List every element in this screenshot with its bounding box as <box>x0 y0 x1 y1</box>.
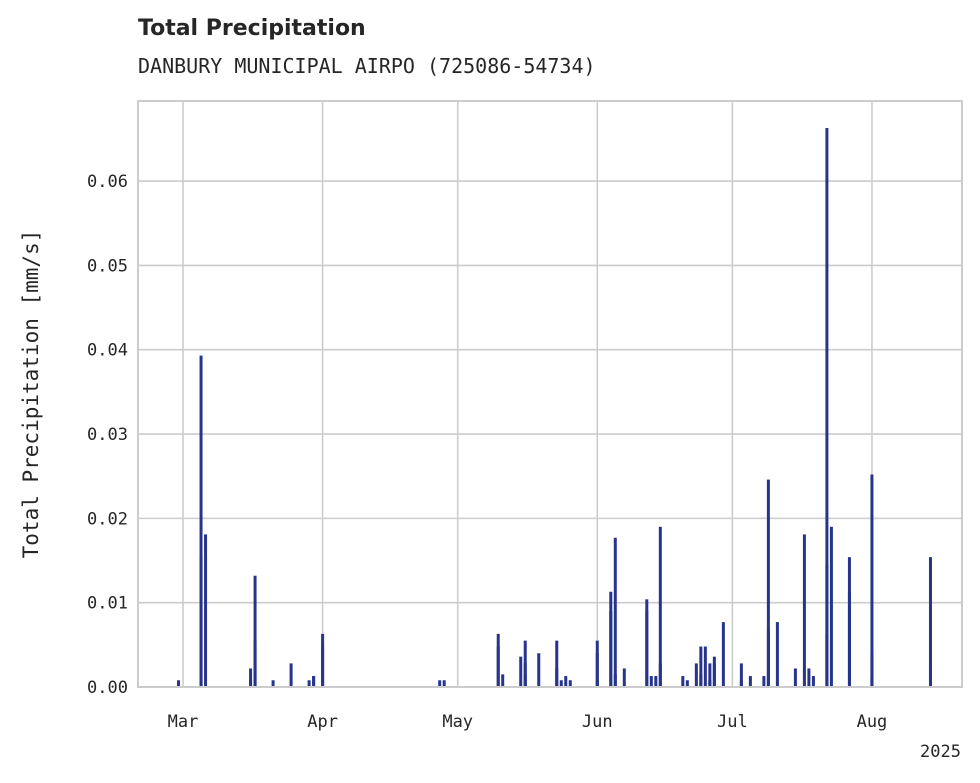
precip-bar <box>802 534 806 687</box>
precip-bar <box>681 676 685 687</box>
precip-bar <box>564 676 568 687</box>
x-axis-year-label: 2025 <box>920 742 961 762</box>
precip-bar <box>694 663 698 687</box>
precip-bar <box>253 575 257 687</box>
precip-bar <box>699 646 703 687</box>
x-tick-label: May <box>442 712 473 732</box>
y-tick-label: 0.06 <box>87 172 128 192</box>
precip-bar <box>442 680 446 687</box>
precip-bar <box>559 680 563 687</box>
precip-bar <box>685 680 689 687</box>
precip-bar <box>321 646 325 687</box>
precip-bar <box>708 680 712 687</box>
gridlines <box>138 101 962 687</box>
chart-title: Total Precipitation <box>138 16 366 41</box>
precip-bar <box>177 680 181 687</box>
precip-bar <box>793 668 797 687</box>
precip-bar <box>712 663 716 687</box>
precip-bar <box>721 622 725 687</box>
y-tick-label: 0.00 <box>87 678 128 698</box>
plot-frame <box>137 100 963 688</box>
precip-bar <box>811 676 815 687</box>
y-tick-label: 0.01 <box>87 594 128 614</box>
precip-bar <box>775 622 779 687</box>
precip-bar <box>703 646 707 687</box>
precip-bar <box>658 526 662 687</box>
precip-bar <box>847 557 851 687</box>
precip-bar <box>829 526 833 687</box>
precip-bar <box>739 663 743 687</box>
precip-bar <box>568 680 572 687</box>
x-tick-label: Mar <box>168 712 199 732</box>
precip-bar <box>253 640 257 687</box>
precip-bar <box>438 680 442 687</box>
y-tick-label: 0.04 <box>87 341 128 361</box>
precip-bar <box>595 680 599 687</box>
precip-bar <box>271 680 275 687</box>
precip-bar <box>807 668 811 687</box>
x-tick-label: Jun <box>582 712 613 732</box>
precip-bar <box>928 557 932 687</box>
y-tick-label: 0.02 <box>87 509 128 529</box>
precip-bar <box>649 676 653 687</box>
precip-bar <box>748 676 752 687</box>
y-axis-label: Total Precipitation [mm/s] <box>19 230 43 559</box>
precip-bar <box>523 675 527 687</box>
precipitation-bars <box>177 127 932 687</box>
y-tick-label: 0.03 <box>87 425 128 445</box>
precip-bar <box>928 663 932 687</box>
precip-bar <box>645 599 649 687</box>
precip-bar <box>762 676 766 687</box>
y-tick-labels: 0.00 0.01 0.02 0.03 0.04 0.05 0.06 <box>87 172 128 698</box>
precip-bar <box>501 674 505 687</box>
x-tick-label: Apr <box>307 712 338 732</box>
precip-bar <box>658 663 662 687</box>
precip-bar <box>289 663 293 687</box>
precip-bar <box>595 640 599 687</box>
x-tick-label: Jul <box>717 712 748 732</box>
precip-bar <box>825 127 829 687</box>
precip-bar <box>199 355 203 687</box>
precip-bar <box>613 674 617 687</box>
precip-bar <box>622 668 626 687</box>
x-tick-labels: Mar Apr May Jun Jul Aug <box>168 712 888 732</box>
precip-bar <box>204 534 208 687</box>
precip-bar <box>870 474 874 687</box>
precip-bar <box>523 640 527 687</box>
precip-bar <box>708 663 712 687</box>
precip-bar <box>739 680 743 687</box>
chart-subtitle: DANBURY MUNICIPAL AIRPO (725086-54734) <box>138 54 596 78</box>
precip-bar <box>609 591 613 687</box>
precip-bar <box>537 653 541 687</box>
precip-bar <box>699 674 703 687</box>
precip-bar <box>496 633 500 687</box>
precip-bar <box>249 668 253 687</box>
precip-bar <box>312 676 316 687</box>
y-tick-label: 0.05 <box>87 256 128 276</box>
precip-bar <box>654 676 658 687</box>
precip-bar <box>519 656 523 687</box>
precip-bar <box>613 537 617 687</box>
x-tick-label: Aug <box>857 712 888 732</box>
precip-bar <box>307 680 311 687</box>
precip-bar <box>555 640 559 687</box>
precip-bar <box>870 653 874 687</box>
precip-bar <box>766 479 770 687</box>
